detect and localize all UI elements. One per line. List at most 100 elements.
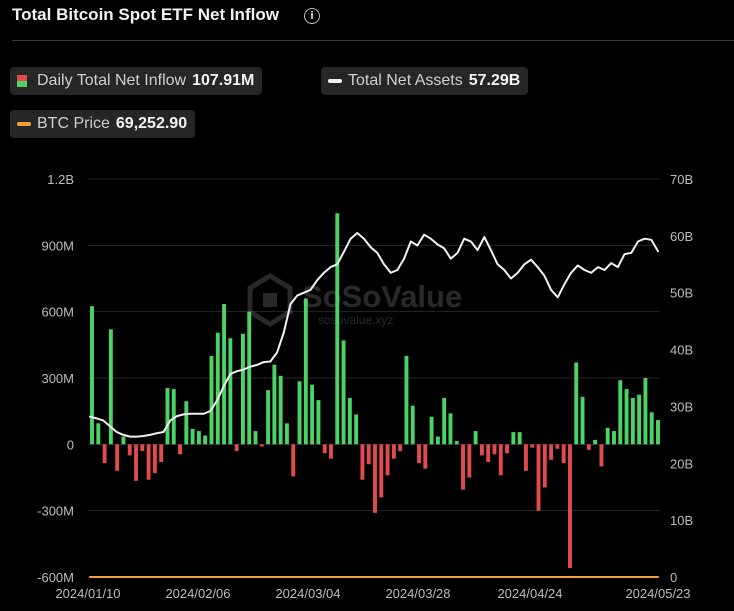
inflow-bar[interactable] [234, 444, 239, 451]
inflow-bar[interactable] [228, 338, 233, 445]
inflow-bar[interactable] [530, 444, 535, 448]
inflow-bar[interactable] [568, 444, 572, 569]
inflow-bar[interactable] [536, 444, 541, 511]
inflow-bar[interactable] [479, 444, 484, 456]
info-circle-icon[interactable]: i [304, 8, 320, 24]
inflow-bar[interactable] [656, 420, 660, 445]
inflow-bar[interactable] [127, 444, 132, 456]
inflow-bar[interactable] [410, 405, 415, 445]
inflow-bar[interactable] [360, 444, 365, 480]
inflow-bar[interactable] [121, 436, 126, 445]
total-net-assets-line[interactable] [89, 232, 659, 438]
inflow-chart[interactable]: SoSoValue sosovalue.xyz 1.2B 900M 600M 300M… [0, 160, 734, 611]
inflow-bar[interactable] [448, 413, 453, 445]
inflow-bar[interactable] [442, 397, 447, 445]
inflow-bar[interactable] [505, 444, 510, 454]
inflow-bar[interactable] [643, 378, 648, 445]
inflow-bar[interactable] [291, 444, 296, 477]
inflow-bar[interactable] [605, 427, 610, 445]
inflow-bar[interactable] [329, 444, 333, 459]
inflow-bar[interactable] [549, 444, 554, 460]
inflow-bar[interactable] [624, 389, 629, 445]
inflow-bar[interactable] [146, 444, 151, 480]
inflow-bar[interactable] [266, 390, 271, 445]
inflow-bar[interactable] [542, 444, 547, 488]
inflow-bar[interactable] [429, 416, 434, 445]
inflow-bar[interactable] [461, 444, 465, 490]
inflow-bar[interactable] [354, 414, 359, 445]
inflow-bar[interactable] [215, 332, 220, 445]
inflow-bar[interactable] [561, 444, 566, 464]
inflow-bar[interactable] [303, 298, 308, 445]
inflow-bar[interactable] [310, 384, 315, 445]
inflow-bar[interactable] [586, 444, 591, 450]
inflow-bar[interactable] [373, 444, 377, 513]
inflow-bar[interactable] [272, 364, 277, 445]
inflow-bar[interactable] [341, 340, 346, 445]
inflow-bar[interactable] [385, 444, 390, 476]
inflow-bar[interactable] [398, 444, 403, 451]
inflow-bar[interactable] [178, 444, 182, 455]
inflow-bar[interactable] [417, 444, 421, 464]
inflow-bar[interactable] [152, 444, 157, 474]
inflow-bar[interactable] [108, 329, 113, 445]
inflow-bar[interactable] [467, 444, 472, 478]
x-tick-label: 2024/04/24 [497, 586, 562, 601]
inflow-bar[interactable] [316, 400, 321, 445]
inflow-bar[interactable] [285, 423, 289, 445]
inflow-bar[interactable] [379, 444, 384, 498]
inflow-bar[interactable] [637, 394, 642, 445]
inflow-bar[interactable] [435, 436, 440, 445]
inflow-bar[interactable] [599, 444, 604, 467]
inflow-bar[interactable] [184, 401, 189, 445]
inflow-bar[interactable] [190, 428, 195, 445]
inflow-bar[interactable] [196, 431, 201, 445]
inflow-bar[interactable] [511, 432, 516, 445]
y-right-tick-label: 20B [670, 456, 693, 471]
legend-value: 69,252.90 [115, 115, 188, 132]
inflow-bar[interactable] [278, 375, 283, 445]
inflow-bar[interactable] [335, 213, 340, 445]
inflow-bar[interactable] [473, 431, 478, 445]
inflow-bar[interactable] [165, 387, 170, 445]
inflow-bar[interactable] [580, 396, 585, 445]
inflow-bar[interactable] [203, 435, 208, 445]
inflow-bar[interactable] [115, 444, 120, 471]
inflow-bar[interactable] [90, 306, 94, 445]
inflow-bar[interactable] [454, 441, 459, 445]
inflow-bar[interactable] [259, 444, 264, 447]
inflow-bar[interactable] [134, 444, 138, 481]
legend-total-net-assets[interactable]: Total Net Assets 57.29B [321, 67, 529, 95]
inflow-bar[interactable] [612, 431, 616, 445]
inflow-bar[interactable] [391, 444, 396, 459]
inflow-bar[interactable] [498, 444, 503, 476]
inflow-bar[interactable] [492, 444, 497, 455]
inflow-bar[interactable] [102, 444, 107, 464]
inflow-bar[interactable] [159, 444, 164, 463]
inflow-bar[interactable] [297, 381, 302, 445]
inflow-bar[interactable] [486, 444, 491, 463]
inflow-bar[interactable] [618, 380, 623, 445]
inflow-bar[interactable] [209, 355, 214, 445]
inflow-bar[interactable] [574, 362, 579, 445]
inflow-bar[interactable] [247, 311, 252, 445]
inflow-bar[interactable] [240, 333, 245, 445]
inflow-bar[interactable] [630, 397, 635, 445]
inflow-bar[interactable] [404, 355, 409, 445]
inflow-bar[interactable] [555, 444, 560, 449]
inflow-bar[interactable] [593, 439, 598, 445]
inflow-bar[interactable] [347, 397, 352, 445]
inflow-bar[interactable] [140, 444, 145, 451]
inflow-bar[interactable] [171, 389, 176, 445]
legend-daily-net-inflow[interactable]: Daily Total Net Inflow 107.91M [10, 67, 263, 95]
inflow-bar[interactable] [649, 412, 654, 445]
legend-btc-price[interactable]: BTC Price 69,252.90 [10, 110, 196, 138]
inflow-bar[interactable] [517, 432, 522, 445]
inflow-bar[interactable] [96, 423, 101, 445]
inflow-bar[interactable] [322, 444, 327, 454]
inflow-bar[interactable] [253, 431, 258, 445]
inflow-bar[interactable] [366, 444, 371, 465]
inflow-bar[interactable] [222, 303, 227, 445]
inflow-bar[interactable] [423, 444, 428, 469]
inflow-bar[interactable] [523, 444, 528, 471]
